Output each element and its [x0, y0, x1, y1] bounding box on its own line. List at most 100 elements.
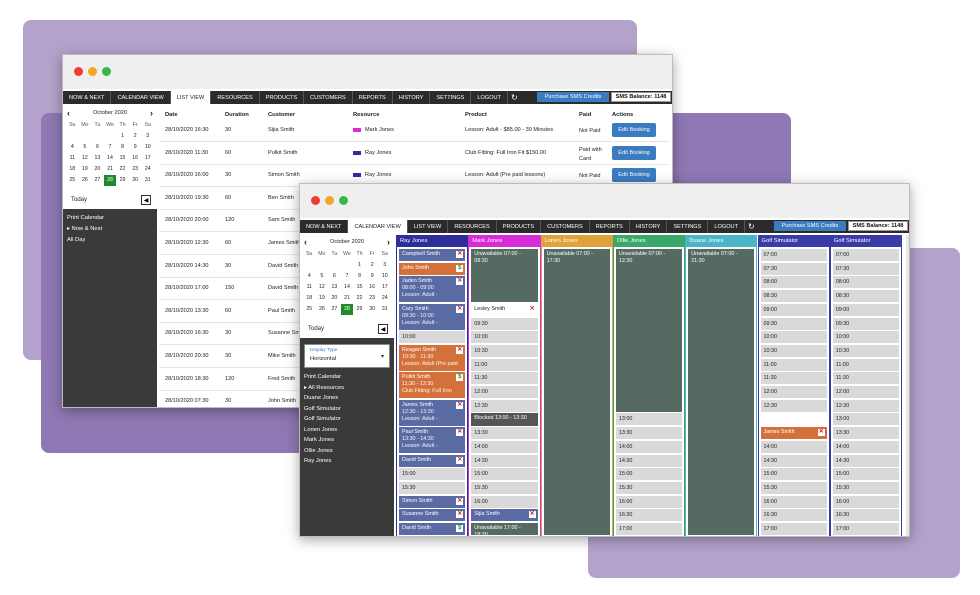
purchase-sms-button[interactable]: Purchase SMS Credits — [774, 221, 846, 231]
time-slot[interactable]: 15:00 — [832, 468, 900, 481]
time-slot[interactable]: 14:00 — [832, 440, 900, 453]
calendar-day[interactable]: 5 — [320, 273, 324, 279]
booking-block[interactable]: Unavailable 07:00 - 21:30 — [688, 249, 755, 536]
calendar-day[interactable]: 10 — [144, 144, 151, 150]
calendar-day[interactable]: 17 — [381, 284, 388, 290]
nav-tab-logout[interactable]: LOGOUT — [708, 220, 746, 233]
time-slot[interactable]: 10:00 — [471, 331, 538, 344]
calendar-day[interactable]: 1 — [121, 133, 124, 139]
time-slot[interactable]: 13:30 — [832, 427, 900, 440]
calendar-day[interactable]: 5 — [83, 144, 87, 150]
calendar-day[interactable]: 19 — [81, 166, 88, 172]
edit-booking-button[interactable]: Edit Booking — [612, 123, 656, 137]
time-slot[interactable]: 13:30 — [471, 427, 538, 440]
time-slot[interactable]: 16:00 — [832, 495, 900, 508]
time-slot[interactable]: 10:00 — [760, 331, 827, 344]
calendar-day[interactable]: 30 — [369, 306, 376, 312]
booking-block[interactable]: Sijia Smith ✕ — [471, 509, 538, 522]
sidebar-link[interactable]: Print Calendar — [67, 215, 105, 221]
booking-block[interactable]: David Smith ✕ — [399, 454, 466, 467]
delete-icon[interactable]: ✕ — [817, 429, 825, 437]
time-slot[interactable]: 12:00 — [760, 386, 827, 398]
time-slot[interactable]: 08:30 — [832, 290, 900, 303]
calendar-day[interactable]: 18 — [306, 295, 313, 301]
calendar-day[interactable]: 9 — [370, 273, 374, 279]
time-slot[interactable]: 09:30 — [471, 317, 538, 330]
sidebar-link[interactable]: All Day — [67, 237, 86, 243]
calendar-day[interactable]: 14 — [344, 284, 350, 290]
time-slot[interactable]: 12:30 — [471, 399, 538, 412]
calendar-day[interactable]: 19 — [318, 295, 325, 301]
sidebar-link[interactable]: ▸ All Resources — [304, 384, 344, 391]
time-slot[interactable]: 13:00 — [832, 413, 900, 426]
time-slot[interactable]: 16:00 — [760, 495, 827, 508]
close-window-dot[interactable] — [74, 67, 83, 76]
booking-block[interactable]: Reagan Smith 10:30 - 11:30 Lesson: Adult (… — [399, 344, 466, 371]
time-slot[interactable]: 15:30 — [760, 481, 827, 494]
calendar-day[interactable]: 23 — [369, 295, 376, 301]
nav-tab-resources[interactable]: RESOURCES — [211, 91, 260, 104]
calendar-day[interactable]: 21 — [107, 166, 113, 172]
booking-block[interactable]: Pulkit Smith 11:30 - 12:30 Club Fitting: F… — [399, 372, 466, 399]
calendar-day[interactable]: 8 — [121, 144, 124, 150]
calendar-day[interactable]: 29 — [119, 177, 126, 183]
time-slot[interactable]: 15:00 — [615, 468, 683, 481]
booking-block[interactable]: Campbell Smith ✕ — [399, 249, 466, 262]
edit-booking-button[interactable]: Edit Booking — [612, 168, 656, 183]
time-slot[interactable]: 15:30 — [832, 481, 900, 494]
calendar-day[interactable]: 6 — [332, 273, 336, 279]
time-slot[interactable]: 07:00 — [760, 249, 827, 261]
close-window-dot[interactable] — [311, 196, 320, 205]
time-slot[interactable]: 14:00 — [760, 440, 827, 453]
nav-tab-customers[interactable]: CUSTOMERS — [541, 220, 590, 233]
delete-icon[interactable]: ✕ — [528, 305, 536, 313]
time-slot[interactable]: 11:30 — [760, 372, 827, 385]
nav-tab-calendar-view[interactable]: CALENDAR VIEW — [348, 220, 408, 233]
vertical-scrollbar[interactable] — [906, 235, 909, 536]
sidebar-link[interactable]: ▸ Now & Next — [67, 226, 103, 232]
calendar-day[interactable]: 9 — [133, 144, 137, 150]
calendar-day[interactable]: 26 — [81, 177, 88, 183]
booking-block[interactable]: James Smith 12:30 - 13:30 Lesson: Adult - ✕ — [399, 399, 466, 426]
time-slot[interactable]: 11:00 — [760, 358, 827, 371]
calendar-day[interactable]: 10 — [381, 273, 388, 279]
calendar-day[interactable]: 24 — [381, 295, 388, 301]
delete-icon[interactable]: ✕ — [456, 401, 464, 409]
time-slot[interactable]: 11:30 — [832, 372, 900, 385]
time-slot[interactable]: 09:00 — [832, 303, 900, 316]
delete-icon[interactable]: ✕ — [456, 497, 464, 505]
dollar-icon[interactable]: $ — [456, 374, 464, 382]
refresh-icon[interactable]: ↻ — [748, 222, 755, 231]
calendar-day[interactable]: 24 — [144, 166, 151, 172]
booking-block[interactable]: Lesley Smith ✕ — [471, 303, 538, 316]
calendar-day[interactable]: 8 — [358, 273, 361, 279]
nav-tab-resources[interactable]: RESOURCES — [448, 220, 497, 233]
nav-tab-list-view[interactable]: LIST VIEW — [408, 220, 449, 233]
booking-block[interactable]: Simon Smith ✕ — [399, 495, 466, 508]
calendar-day[interactable]: 22 — [119, 166, 126, 172]
calendar-day[interactable]: 27 — [331, 306, 338, 312]
calendar-day[interactable]: 12 — [81, 155, 88, 161]
booking-block[interactable]: Susanne Smith ✕ — [399, 509, 466, 522]
calendar-day[interactable]: 31 — [144, 177, 151, 183]
calendar-day[interactable]: 22 — [356, 295, 363, 301]
sidebar-link[interactable]: Golf Simulator — [304, 416, 341, 422]
purchase-sms-button[interactable]: Purchase SMS Credits — [537, 92, 609, 102]
calendar-day[interactable]: 6 — [95, 144, 99, 150]
booking-block[interactable]: Blocked 13:00 - 13:30 — [471, 413, 538, 426]
time-slot[interactable]: 12:30 — [760, 399, 827, 412]
calendar-day[interactable]: 20 — [331, 295, 338, 301]
booking-block[interactable]: James Smith ✕ — [760, 427, 827, 440]
dollar-icon[interactable]: $ — [456, 525, 464, 532]
delete-icon[interactable]: ✕ — [456, 278, 464, 286]
maximize-window-dot[interactable] — [339, 196, 348, 205]
time-slot[interactable]: 14:30 — [471, 454, 538, 467]
booking-block[interactable]: David Smith $ — [399, 523, 466, 536]
time-slot[interactable]: 07:30 — [760, 262, 827, 275]
sidebar-link[interactable]: Ollie Jones — [304, 447, 333, 454]
chevron-right-icon[interactable]: › — [150, 108, 153, 118]
time-slot[interactable]: 08:00 — [832, 276, 900, 289]
nav-tab-list-view[interactable]: LIST VIEW — [170, 91, 212, 104]
time-slot[interactable]: 16:30 — [832, 509, 900, 522]
today-button-icon[interactable]: ◀ — [141, 195, 151, 205]
